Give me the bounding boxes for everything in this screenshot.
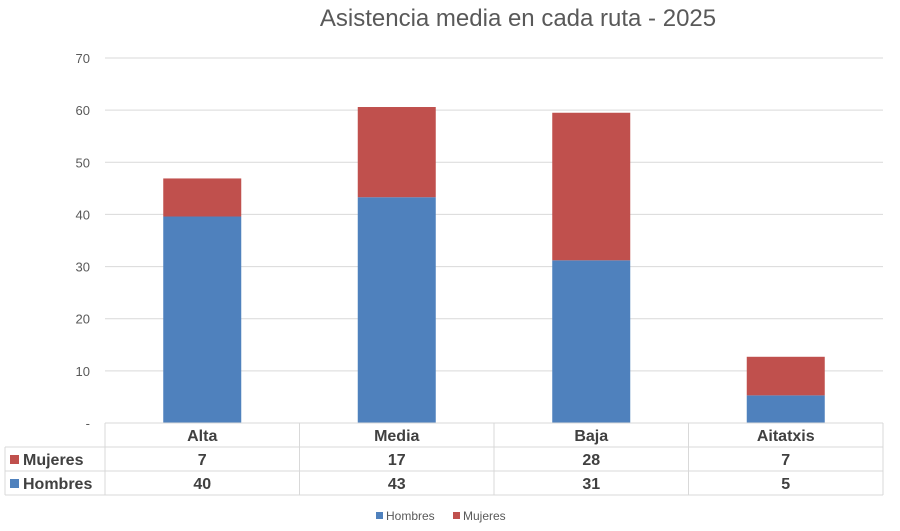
legend-key-hombres: [376, 512, 383, 519]
bar-mujeres-media: [357, 107, 436, 198]
bar-hombres-aitatxis: [746, 395, 825, 423]
x-category-label: Alta: [187, 428, 217, 445]
bar-hombres-media: [357, 197, 436, 423]
y-tick-label: 60: [76, 103, 90, 118]
y-tick-label: 50: [76, 155, 90, 170]
data-label-mujeres: 7: [198, 452, 207, 469]
bar-mujeres-baja: [552, 112, 631, 261]
table-series-label: Hombres: [23, 476, 92, 493]
y-tick-label: 70: [76, 51, 90, 66]
bar-hombres-alta: [163, 216, 242, 423]
x-category-label: Media: [374, 428, 419, 445]
x-category-label: Aitatxis: [757, 428, 815, 445]
legend-key-mujeres: [453, 512, 460, 519]
y-tick-label: 30: [76, 260, 90, 275]
data-label-hombres: 40: [193, 476, 211, 493]
y-tick-label: 20: [76, 312, 90, 327]
legend-label-mujeres: Mujeres: [463, 509, 506, 523]
data-label-mujeres: 17: [388, 452, 406, 469]
table-legend-key-mujeres: [10, 455, 19, 464]
data-label-hombres: 43: [388, 476, 406, 493]
data-label-mujeres: 28: [582, 452, 600, 469]
table-series-label: Mujeres: [23, 452, 84, 469]
bar-mujeres-aitatxis: [746, 356, 825, 396]
data-label-hombres: 31: [582, 476, 600, 493]
table-legend-key-hombres: [10, 479, 19, 488]
data-label-mujeres: 7: [781, 452, 790, 469]
data-label-hombres: 5: [781, 476, 790, 493]
chart-title: Asistencia media en cada ruta - 2025: [320, 5, 716, 32]
y-tick-label: 40: [76, 207, 90, 222]
y-tick-label: -: [86, 416, 90, 431]
legend-label-hombres: Hombres: [386, 509, 435, 523]
bar-mujeres-alta: [163, 178, 242, 217]
x-category-label: Baja: [574, 428, 608, 445]
y-tick-label: 10: [76, 364, 90, 379]
bar-hombres-baja: [552, 260, 631, 423]
